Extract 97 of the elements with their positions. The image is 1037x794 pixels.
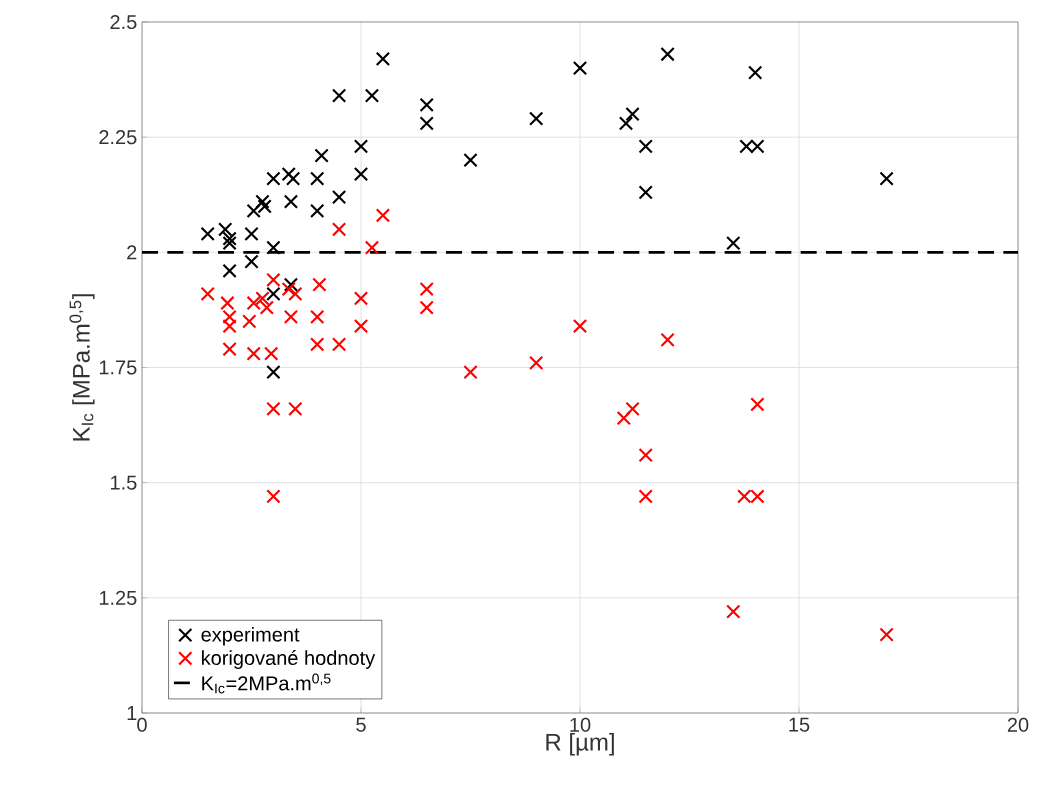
- point: [616, 410, 631, 426]
- point: [618, 116, 634, 131]
- point: [266, 272, 281, 288]
- point: [246, 295, 261, 311]
- point: [266, 401, 281, 417]
- x-tick-label: 0: [137, 717, 147, 732]
- point: [638, 139, 653, 154]
- point: [310, 309, 325, 325]
- point: [638, 447, 653, 463]
- point: [529, 355, 544, 371]
- point: [879, 171, 894, 186]
- point: [463, 153, 478, 168]
- point: [281, 281, 296, 297]
- point: [310, 337, 325, 352]
- point: [259, 300, 275, 315]
- y-axis-title: K$_{Ic}$ [MPa.m$^{0,5}$]: [69, 294, 95, 441]
- point: [364, 240, 380, 255]
- y-tick-label: 2.5: [110, 14, 137, 30]
- point: [331, 88, 347, 103]
- legend-label: experiment: [201, 626, 300, 646]
- point: [244, 254, 259, 269]
- x-tick-label: 10: [570, 717, 591, 732]
- y-tick-label: 1.75: [99, 360, 137, 375]
- point: [638, 185, 653, 200]
- point: [375, 208, 391, 223]
- point: [375, 51, 391, 67]
- point: [266, 240, 281, 255]
- point: [242, 314, 257, 329]
- point: [255, 194, 270, 209]
- point: [331, 337, 347, 352]
- point: [660, 332, 675, 348]
- point: [255, 291, 270, 306]
- point: [353, 318, 369, 334]
- point: [200, 286, 215, 301]
- point: [638, 489, 653, 504]
- point: [419, 97, 434, 113]
- point: [529, 111, 544, 126]
- point: [572, 60, 588, 76]
- point: [220, 295, 235, 311]
- point: [200, 226, 215, 242]
- point: [310, 203, 325, 219]
- point: [266, 286, 281, 301]
- point: [246, 346, 261, 361]
- point: [463, 364, 478, 380]
- point: [750, 397, 765, 412]
- point: [625, 106, 640, 122]
- point: [353, 139, 369, 154]
- point: [283, 277, 299, 292]
- point: [660, 47, 675, 62]
- point: [222, 318, 237, 334]
- legend-label: korigované hodnoty: [201, 650, 376, 669]
- point: [222, 235, 237, 251]
- point: [312, 277, 327, 292]
- point: [748, 65, 763, 80]
- point: [419, 116, 434, 131]
- point: [246, 203, 261, 219]
- point: [222, 231, 237, 246]
- legend-label: K$_{Ic}$=2MPa.m$^{0,5}$: [202, 673, 331, 694]
- x-tick-label: 20: [1007, 717, 1029, 732]
- point: [264, 346, 279, 361]
- x-tick-label: 15: [789, 717, 810, 732]
- point: [222, 309, 237, 325]
- point: [222, 341, 237, 357]
- point: [283, 194, 299, 209]
- y-tick-label: 2.25: [99, 130, 137, 145]
- point: [285, 171, 301, 186]
- point: [288, 286, 303, 301]
- point: [331, 189, 347, 205]
- point: [419, 281, 434, 297]
- point: [726, 235, 741, 251]
- x-axis-title: R [µm]: [546, 733, 614, 756]
- point: [625, 401, 640, 417]
- point: [266, 171, 281, 186]
- point: [364, 88, 380, 103]
- point: [353, 166, 369, 182]
- point: [353, 291, 369, 306]
- point: [331, 222, 347, 237]
- point: [572, 318, 588, 334]
- y-tick-label: 1.5: [111, 475, 137, 490]
- point: [419, 300, 434, 315]
- point: [281, 166, 296, 182]
- point: [879, 627, 894, 642]
- point: [244, 226, 259, 242]
- x-tick-label: 5: [356, 717, 366, 732]
- y-tick-label: 1: [127, 706, 137, 720]
- y-tick-label: 1.25: [99, 590, 137, 605]
- point: [314, 148, 329, 163]
- point: [288, 401, 303, 417]
- point: [218, 222, 233, 237]
- point: [726, 604, 741, 619]
- point: [283, 309, 299, 325]
- point: [257, 199, 272, 214]
- point: [222, 263, 237, 278]
- point: [310, 171, 325, 186]
- y-tick-label: 2: [127, 245, 137, 260]
- point: [266, 489, 281, 504]
- point: [266, 364, 281, 380]
